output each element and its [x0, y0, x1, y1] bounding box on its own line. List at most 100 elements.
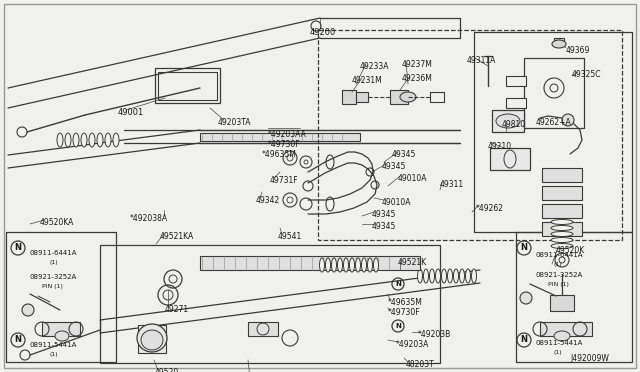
Ellipse shape [81, 133, 87, 147]
Bar [42, 322, 80, 336]
Bar [200, 133, 360, 141]
Ellipse shape [400, 92, 416, 102]
Ellipse shape [362, 258, 367, 272]
Ellipse shape [344, 258, 349, 272]
Text: 49311: 49311 [440, 180, 464, 189]
Text: *492038A: *492038A [130, 214, 168, 223]
Text: 08911-6441A: 08911-6441A [30, 250, 77, 256]
Text: J492009W: J492009W [570, 354, 609, 363]
Ellipse shape [326, 258, 330, 272]
Bar [554, 38, 564, 44]
Text: 49262+A: 49262+A [536, 118, 572, 127]
Text: *49262: *49262 [476, 204, 504, 213]
Text: 49311A: 49311A [467, 56, 497, 65]
Text: 49271: 49271 [165, 305, 189, 314]
Ellipse shape [551, 231, 573, 237]
Bar [524, 58, 584, 128]
Text: N: N [395, 323, 401, 329]
Text: 49231M: 49231M [352, 76, 383, 85]
Bar [542, 204, 582, 218]
Ellipse shape [460, 269, 465, 283]
Ellipse shape [417, 269, 422, 283]
Bar [542, 222, 582, 236]
Text: 49810: 49810 [502, 120, 526, 129]
Bar [430, 92, 444, 102]
Ellipse shape [349, 258, 355, 272]
Ellipse shape [57, 133, 63, 147]
Text: 49345: 49345 [372, 222, 396, 231]
Text: 49520: 49520 [155, 368, 179, 372]
Text: 08911-5441A: 08911-5441A [30, 342, 77, 348]
Ellipse shape [465, 269, 470, 283]
Text: 49001: 49001 [118, 108, 144, 117]
Bar [100, 245, 440, 363]
Ellipse shape [435, 269, 440, 283]
Text: *49203AA: *49203AA [268, 130, 307, 139]
Ellipse shape [319, 258, 324, 272]
Text: N: N [15, 336, 22, 344]
Bar [158, 72, 217, 100]
Ellipse shape [97, 133, 103, 147]
Text: 48203T: 48203T [406, 360, 435, 369]
Text: 49010A: 49010A [398, 174, 428, 183]
Text: *49730F: *49730F [268, 140, 301, 149]
Ellipse shape [447, 269, 452, 283]
Text: 49237M: 49237M [402, 60, 433, 69]
Bar [318, 30, 622, 240]
Ellipse shape [551, 244, 573, 248]
Ellipse shape [113, 133, 119, 147]
Text: N: N [520, 244, 527, 253]
Circle shape [562, 114, 574, 126]
Ellipse shape [551, 237, 573, 243]
Text: 49345: 49345 [372, 210, 396, 219]
Text: 08911-6441A: 08911-6441A [536, 252, 584, 258]
Text: 49369: 49369 [566, 46, 590, 55]
Ellipse shape [337, 258, 342, 272]
Bar [540, 322, 592, 336]
Text: *49635M: *49635M [388, 298, 423, 307]
Ellipse shape [355, 258, 360, 272]
Text: 49210: 49210 [488, 142, 512, 151]
Bar [342, 90, 356, 104]
Bar [356, 92, 368, 102]
Ellipse shape [89, 133, 95, 147]
Text: 49345: 49345 [392, 150, 417, 159]
Text: 49345: 49345 [382, 162, 406, 171]
Circle shape [520, 292, 532, 304]
Text: 49203TA: 49203TA [218, 118, 252, 127]
Circle shape [22, 304, 34, 316]
Ellipse shape [554, 331, 570, 341]
Text: 49010A: 49010A [382, 198, 412, 207]
Ellipse shape [551, 219, 573, 224]
Text: N: N [395, 281, 401, 287]
Ellipse shape [429, 269, 435, 283]
Ellipse shape [552, 40, 566, 48]
Ellipse shape [332, 258, 337, 272]
Bar [474, 32, 632, 232]
Ellipse shape [105, 133, 111, 147]
Ellipse shape [424, 269, 429, 283]
Ellipse shape [454, 269, 458, 283]
Bar [155, 68, 220, 103]
Bar [516, 232, 632, 362]
Bar [542, 186, 582, 200]
Text: 49233A: 49233A [360, 62, 390, 71]
Bar [550, 295, 574, 311]
Ellipse shape [374, 258, 378, 272]
Bar [248, 322, 278, 336]
Text: 08921-3252A: 08921-3252A [30, 274, 77, 280]
Bar [506, 98, 526, 108]
Ellipse shape [55, 331, 69, 341]
Bar [200, 256, 420, 270]
Ellipse shape [65, 133, 71, 147]
Ellipse shape [472, 269, 477, 283]
Ellipse shape [442, 269, 447, 283]
Text: 49521KA: 49521KA [160, 232, 195, 241]
Text: (1): (1) [50, 352, 59, 357]
Ellipse shape [73, 133, 79, 147]
Text: PIN (1): PIN (1) [42, 284, 63, 289]
Ellipse shape [551, 225, 573, 231]
Text: 49521K: 49521K [398, 258, 427, 267]
Ellipse shape [367, 258, 372, 272]
Text: 49325C: 49325C [572, 70, 602, 79]
